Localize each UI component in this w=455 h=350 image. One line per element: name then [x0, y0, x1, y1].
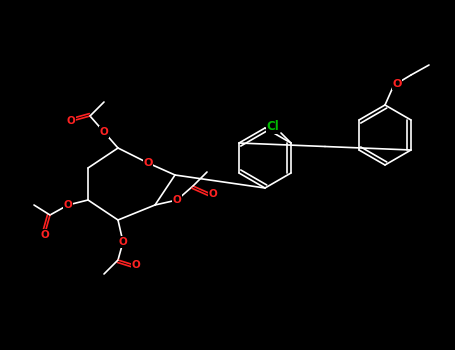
Text: O: O: [131, 260, 141, 270]
Text: O: O: [209, 189, 217, 199]
Text: O: O: [119, 237, 127, 247]
Text: O: O: [66, 116, 76, 126]
Text: O: O: [143, 158, 153, 168]
Text: O: O: [172, 195, 182, 205]
Text: Cl: Cl: [267, 120, 279, 133]
Text: O: O: [64, 200, 72, 210]
Text: O: O: [392, 79, 402, 89]
Text: O: O: [100, 127, 108, 137]
Text: O: O: [40, 230, 50, 240]
